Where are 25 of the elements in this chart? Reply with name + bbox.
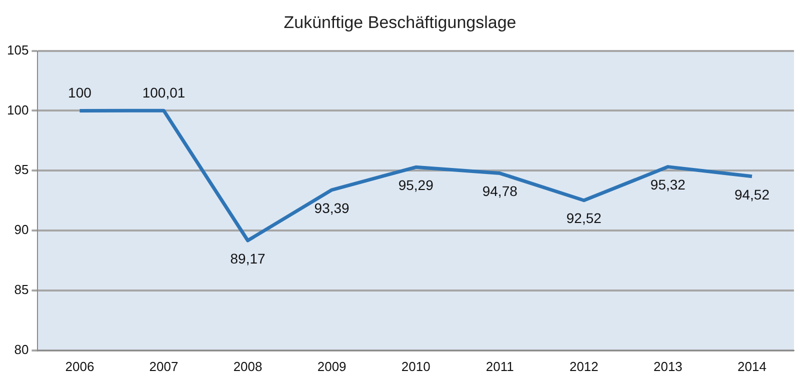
x-tick-label: 2009 — [317, 358, 346, 374]
x-tick-label: 2010 — [401, 358, 430, 374]
x-tick-label: 2012 — [569, 358, 598, 374]
y-tick-label: 100 — [6, 102, 29, 118]
data-label: 100 — [68, 84, 92, 101]
data-label: 89,17 — [230, 250, 266, 266]
y-tick-label: 95 — [14, 162, 29, 178]
x-tick-label: 2007 — [149, 358, 178, 374]
data-label: 94,52 — [734, 186, 770, 202]
y-tick-label: 85 — [14, 282, 29, 298]
y-tick-label: 90 — [14, 222, 29, 238]
x-tick-label: 2014 — [738, 358, 766, 374]
data-label: 100,01 — [142, 84, 186, 100]
y-tick-label: 80 — [14, 342, 29, 357]
x-tick-label: 2013 — [653, 358, 682, 374]
data-label: 92,52 — [566, 210, 602, 226]
x-tick-label: 2011 — [486, 358, 514, 374]
x-tick-label: 2008 — [233, 358, 262, 374]
data-label: 94,78 — [482, 183, 518, 200]
data-label: 95,32 — [650, 176, 686, 193]
x-tick-label: 2006 — [65, 358, 94, 374]
data-label: 95,29 — [398, 177, 434, 194]
chart-title: Zukünftige Beschäftigungslage — [282, 12, 518, 34]
data-label: 93,39 — [314, 200, 350, 216]
y-tick-label: 105 — [6, 42, 29, 58]
